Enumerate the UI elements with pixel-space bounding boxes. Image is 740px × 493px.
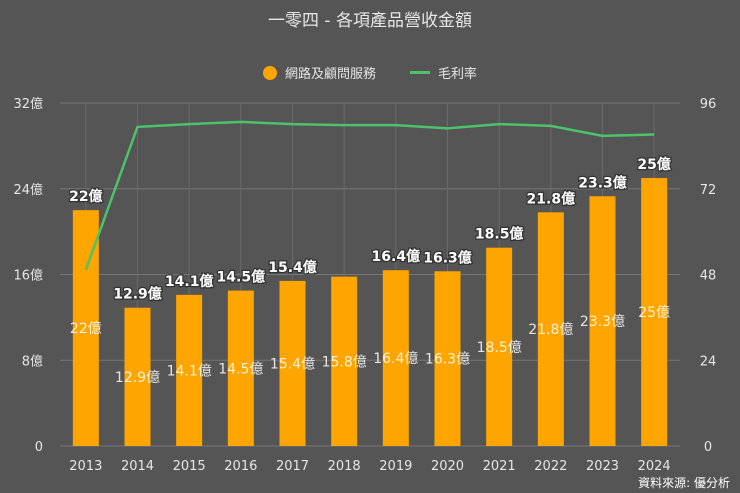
bar (227, 290, 254, 446)
bar-top-label: 18.5億 (475, 226, 524, 243)
bar (176, 294, 203, 446)
bar (331, 276, 358, 446)
bar-top-label: 22億 (69, 188, 102, 205)
x-tick-label: 2016 (224, 459, 257, 474)
bar-top-label: 14.1億 (165, 273, 214, 290)
legend-line-icon (410, 71, 430, 74)
bar-inside-label: 18.5億 (477, 340, 522, 356)
bar-top-label: 25億 (637, 156, 670, 173)
bar-inside-label: 15.4億 (270, 356, 315, 372)
bar-top-label: 12.9億 (113, 286, 162, 303)
x-tick-label: 2020 (431, 459, 464, 474)
bar (589, 196, 616, 446)
bar (641, 178, 668, 446)
right-tick-label: 0 (704, 440, 712, 455)
bar (434, 271, 461, 446)
x-tick-label: 2023 (586, 459, 619, 474)
x-tick-label: 2021 (483, 459, 516, 474)
bar (279, 280, 306, 446)
bar (124, 307, 151, 446)
left-tick-label: 32億 (13, 96, 43, 112)
left-tick-label: 8億 (22, 353, 43, 369)
bar-inside-label: 14.1億 (167, 363, 212, 379)
bar-inside-label: 16.3億 (425, 352, 470, 368)
bar (486, 247, 513, 446)
bar-top-label: 16.4億 (372, 248, 421, 265)
bar-top-label: 23.3億 (578, 174, 627, 191)
right-tick-label: 72 (700, 183, 717, 198)
left-tick-label: 16億 (13, 268, 43, 284)
x-tick-label: 2024 (638, 459, 671, 474)
right-tick-label: 96 (700, 97, 717, 112)
bar-inside-label: 21.8億 (528, 322, 573, 338)
right-tick-label: 48 (700, 269, 717, 284)
x-tick-label: 2015 (173, 459, 206, 474)
left-tick-label: 0 (35, 440, 43, 455)
legend: 網路及顧問服務 毛利率 (0, 63, 740, 82)
bar-inside-label: 12.9億 (115, 370, 160, 386)
legend-circle-icon (262, 65, 277, 80)
right-tick-label: 24 (700, 354, 717, 369)
x-tick-label: 2013 (69, 459, 102, 474)
left-tick-label: 24億 (13, 182, 43, 198)
bar (537, 212, 564, 446)
source-note: 資料來源: 優分析 (638, 476, 730, 490)
x-tick-label: 2014 (121, 459, 154, 474)
bar-inside-label: 15.8億 (322, 354, 367, 370)
x-tick-label: 2017 (276, 459, 309, 474)
bar (382, 270, 409, 446)
legend-label: 網路及顧問服務 (284, 67, 376, 82)
bar-inside-label: 14.5億 (218, 361, 263, 377)
bar-inside-label: 22億 (70, 321, 102, 337)
bar-top-label: 14.5億 (217, 269, 266, 286)
bar-inside-label: 16.4億 (373, 351, 418, 367)
bar-top-label: 16.3億 (423, 249, 472, 266)
bar-inside-label: 23.3億 (580, 314, 625, 330)
margin-line (84, 120, 655, 271)
chart-title: 一零四 - 各項產品營收金額 (268, 11, 472, 31)
x-tick-label: 2018 (328, 459, 361, 474)
bar-top-label: 15.4億 (268, 259, 317, 276)
x-tick-label: 2022 (534, 459, 567, 474)
x-tick-label: 2019 (379, 459, 412, 474)
legend-item-revenue[interactable]: 網路及顧問服務 (262, 63, 376, 82)
bar-inside-label: 25億 (638, 305, 670, 321)
legend-item-margin[interactable]: 毛利率 (410, 63, 477, 82)
legend-label: 毛利率 (438, 67, 478, 82)
bar-top-label: 21.8億 (527, 190, 576, 207)
